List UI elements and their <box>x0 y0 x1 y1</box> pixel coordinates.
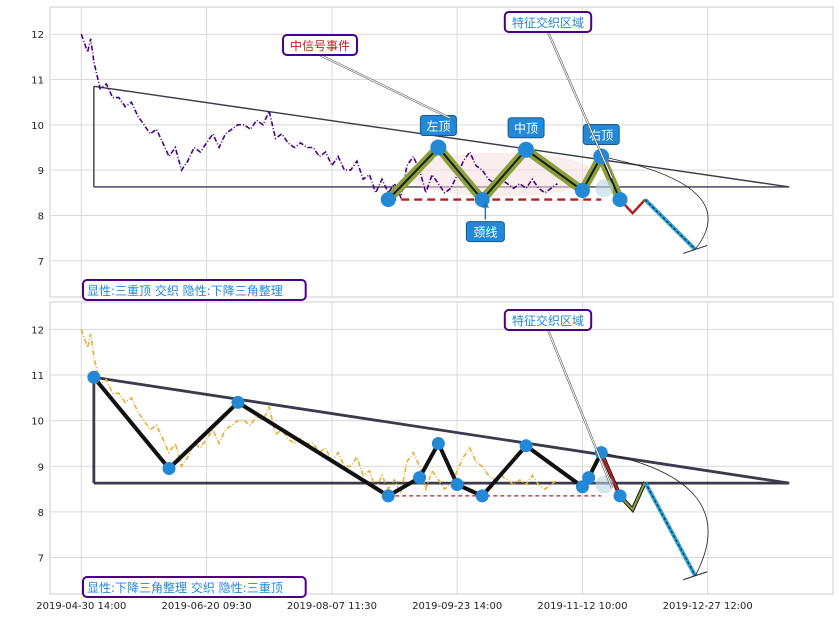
x-tick-label: 2019-12-27 12:00 <box>663 601 753 612</box>
x-tick-label: 2019-09-23 14:00 <box>412 601 502 612</box>
pattern-label: 显性:三重顶 交织 隐性:下降三角整理 <box>87 283 283 298</box>
feature-zone-callout-box <box>503 11 593 33</box>
forecast-blue-dash <box>644 199 696 250</box>
peak-label: 中顶 <box>514 121 538 136</box>
feature-zone-callout-pointer-inner <box>547 31 613 179</box>
forecast-red-segment <box>600 452 622 497</box>
y-tick-label: 7 <box>38 257 44 268</box>
forecast-blue-dash <box>644 481 696 577</box>
pattern-point <box>87 370 101 384</box>
signal-event-callout-box <box>282 34 358 56</box>
pattern-label-box <box>82 576 307 598</box>
pattern-point <box>519 439 533 453</box>
pattern-point <box>518 141 535 158</box>
y-tick-label: 11 <box>31 76 44 87</box>
x-tick-label: 2019-06-20 09:30 <box>162 601 252 612</box>
pattern-point <box>582 471 596 485</box>
y-tick-label: 12 <box>31 325 44 336</box>
pattern-point <box>613 489 627 503</box>
y-tick-label: 10 <box>31 121 44 132</box>
feature-zone-callout: 特征交织区域 <box>512 313 584 328</box>
feature-zone-callout: 特征交织区域 <box>512 15 584 30</box>
y-tick-label: 12 <box>31 30 44 41</box>
pattern-point <box>575 480 589 494</box>
pattern-point <box>450 478 464 491</box>
pattern-label-box <box>82 279 307 301</box>
pattern-label: 显性:下降三角整理 交织 隐性:三重顶 <box>87 580 283 595</box>
target-arc <box>601 156 709 250</box>
x-axis: 2019-04-30 14:00 2019-06-20 09:30 2019-08-… <box>36 601 753 612</box>
feature-zone-callout-box <box>503 309 593 331</box>
neckline-arrow-head <box>481 201 490 208</box>
triangle-upper-line <box>93 85 790 188</box>
pattern-point <box>430 139 447 156</box>
y-tick-label: 8 <box>38 211 44 222</box>
signal-event-callout: 中信号事件 <box>290 38 350 53</box>
pattern-point <box>231 395 245 409</box>
intersection-marker <box>595 179 614 198</box>
x-tick-label: 2019-04-30 14:00 <box>36 601 126 612</box>
pattern-point <box>574 183 590 199</box>
y-tick-label: 9 <box>38 166 44 177</box>
pattern-point <box>162 462 176 476</box>
pattern-point <box>380 192 396 208</box>
feature-zone-callout-pointer-inner <box>547 329 613 489</box>
peak-label-box <box>582 124 620 146</box>
pattern-point <box>612 192 628 208</box>
pattern-point <box>381 489 395 503</box>
pattern-point <box>413 471 427 485</box>
triangle-upper-line <box>93 375 790 485</box>
y-tick-label: 10 <box>31 417 44 428</box>
peak-label-box <box>507 117 545 139</box>
target-arc <box>601 452 709 576</box>
y-tick-label: 11 <box>31 371 44 382</box>
x-tick-label: 2019-08-07 11:30 <box>287 601 377 612</box>
signal-event-callout-pointer-inner <box>319 54 451 119</box>
y-tick-label: 9 <box>38 462 44 473</box>
peak-label: 左顶 <box>426 118 450 133</box>
price-series-line <box>80 33 558 200</box>
y-tick-label: 7 <box>38 554 44 565</box>
pattern-point <box>475 489 489 503</box>
neckline-label-box <box>465 221 505 243</box>
y-tick-label: 8 <box>38 508 44 519</box>
pattern-point <box>431 436 445 450</box>
peak-label-box <box>419 114 457 136</box>
x-tick-label: 2019-11-12 10:00 <box>537 601 627 612</box>
neckline-label: 颈线 <box>473 226 497 240</box>
